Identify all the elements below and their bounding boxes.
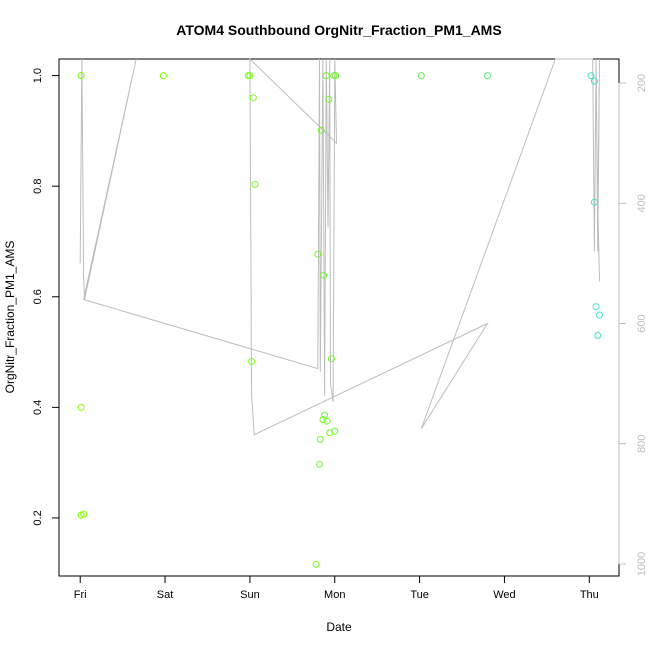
chart-title: ATOM4 Southbound OrgNitr_Fraction_PM1_AM… — [176, 22, 501, 38]
y-axis: 0.2 0.4 0.6 0.8 1.0 — [32, 68, 60, 526]
x-tick-label: Fri — [74, 589, 87, 601]
data-point — [319, 416, 327, 423]
right-tick-label: 800 — [636, 435, 648, 453]
data-point — [590, 77, 598, 85]
right-tick-label: 1000 — [636, 552, 648, 576]
y-tick-label: 0.4 — [32, 400, 44, 415]
data-point — [316, 460, 323, 468]
pressure-line — [79, 57, 600, 436]
y-axis-label: OrgNitr_Fraction_PM1_AMS — [3, 241, 17, 394]
x-tick-label: Tue — [410, 589, 429, 601]
pressure-trace — [79, 57, 600, 436]
data-point — [327, 355, 335, 363]
data-point — [248, 358, 256, 365]
data-point — [587, 72, 595, 80]
right-axis: 200 400 600 800 1000 — [618, 74, 648, 576]
data-point — [249, 94, 257, 102]
data-point — [77, 403, 85, 411]
x-axis: Fri Sat Sun Mon Tue Wed Thu — [74, 575, 599, 601]
data-point — [159, 72, 167, 80]
data-point — [594, 332, 602, 339]
x-tick-label: Wed — [493, 589, 515, 601]
data-point — [417, 72, 425, 80]
right-tick-label: 400 — [636, 194, 648, 212]
data-point — [251, 181, 259, 188]
data-point — [325, 95, 333, 103]
x-tick-label: Sun — [240, 589, 260, 601]
y-tick-label: 0.8 — [32, 179, 44, 194]
data-point — [246, 72, 254, 80]
data-point — [316, 435, 324, 443]
data-point — [321, 411, 329, 419]
data-point — [314, 250, 322, 258]
data-point — [312, 560, 320, 568]
right-tick-label: 200 — [636, 74, 648, 92]
x-tick-label: Sat — [157, 589, 174, 601]
y-tick-label: 0.2 — [32, 510, 44, 525]
x-axis-label: Date — [326, 620, 352, 634]
right-tick-label: 600 — [636, 314, 648, 332]
data-point — [77, 72, 85, 80]
x-tick-label: Thu — [580, 589, 599, 601]
data-point — [80, 510, 88, 518]
x-tick-label: Mon — [324, 589, 345, 601]
data-point — [590, 198, 598, 206]
data-point — [320, 271, 328, 279]
data-point — [323, 417, 331, 425]
data-point — [332, 72, 340, 80]
y-tick-label: 0.6 — [32, 289, 44, 304]
data-point — [331, 427, 339, 435]
y-tick-label: 1.0 — [32, 68, 44, 83]
data-point — [317, 126, 325, 134]
data-point — [484, 72, 491, 80]
data-point — [322, 72, 330, 80]
data-point — [596, 311, 603, 319]
data-points — [77, 72, 603, 568]
data-point — [592, 303, 600, 311]
